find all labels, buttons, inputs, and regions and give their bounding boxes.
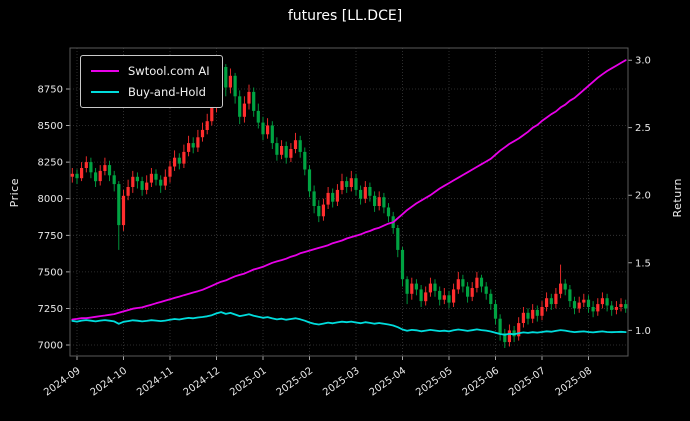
- svg-text:2024-12: 2024-12: [182, 365, 223, 398]
- svg-text:2025-02: 2025-02: [275, 365, 316, 398]
- svg-text:8000: 8000: [38, 194, 63, 205]
- svg-text:3.0: 3.0: [635, 56, 651, 67]
- legend-label-ai: Swtool.com AI: [128, 64, 210, 78]
- legend-item-ai: Swtool.com AI: [91, 64, 210, 78]
- series-layer: [71, 59, 627, 336]
- return-axis-label: Return: [671, 178, 684, 218]
- svg-text:2.0: 2.0: [635, 191, 651, 202]
- svg-text:1.0: 1.0: [635, 326, 651, 337]
- legend-line-swatch-cyan: [91, 91, 119, 93]
- svg-text:2024-09: 2024-09: [42, 365, 83, 398]
- svg-text:7500: 7500: [38, 267, 63, 278]
- svg-text:8750: 8750: [38, 85, 63, 96]
- svg-text:2025-07: 2025-07: [507, 365, 548, 398]
- candles-layer: [70, 59, 628, 348]
- legend-line-swatch-magenta: [91, 70, 119, 72]
- legend-label-buy-and-hold: Buy-and-Hold: [128, 85, 206, 99]
- svg-text:2025-05: 2025-05: [414, 365, 455, 398]
- svg-text:8500: 8500: [38, 121, 63, 132]
- svg-text:2025-01: 2025-01: [228, 365, 269, 398]
- svg-text:2024-10: 2024-10: [89, 365, 130, 398]
- svg-text:7000: 7000: [38, 341, 63, 352]
- svg-text:2025-04: 2025-04: [368, 365, 409, 398]
- price-axis-label: Price: [8, 178, 21, 208]
- svg-text:7250: 7250: [38, 304, 63, 315]
- svg-text:8250: 8250: [38, 158, 63, 169]
- svg-text:2025-06: 2025-06: [461, 365, 502, 398]
- chart-title: futures [LL.DCE]: [287, 8, 403, 24]
- legend-item-buy-and-hold: Buy-and-Hold: [91, 85, 210, 99]
- legend: Swtool.com AI Buy-and-Hold: [80, 55, 223, 108]
- plot-frame: [69, 47, 629, 357]
- svg-text:2.5: 2.5: [635, 123, 651, 134]
- series-line: [71, 59, 627, 321]
- svg-text:1.5: 1.5: [635, 258, 651, 269]
- svg-text:2024-11: 2024-11: [135, 365, 176, 398]
- series-line: [71, 311, 627, 336]
- svg-text:7750: 7750: [38, 231, 63, 242]
- svg-text:2025-08: 2025-08: [554, 365, 595, 398]
- svg-text:2025-03: 2025-03: [321, 365, 362, 398]
